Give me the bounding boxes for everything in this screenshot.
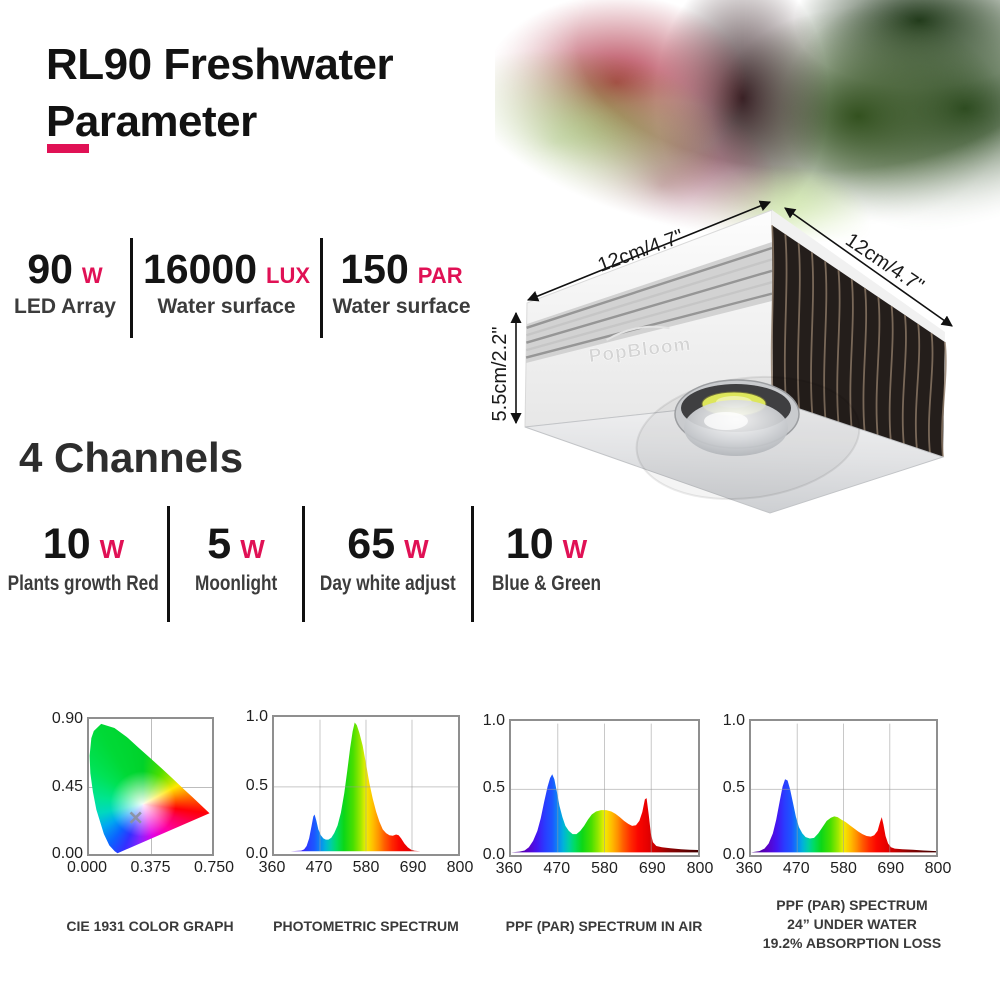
caption-cie: CIE 1931 COLOR GRAPH xyxy=(66,918,234,934)
dim-arrow-top-right xyxy=(784,207,953,327)
x-tick-label: 470 xyxy=(543,860,571,877)
y-tick-label: 0.5 xyxy=(722,779,745,796)
chart-photometric-spectrum: 0.0 0.5 1.0 360 470 580 690 800 xyxy=(246,708,474,876)
y-tick-label: 1.0 xyxy=(482,712,505,729)
x-tick-label: 580 xyxy=(591,860,618,877)
dimension-label-height: 5.5cm/2.2" xyxy=(489,326,511,422)
x-tick-label: 800 xyxy=(924,860,952,877)
chart-frame xyxy=(509,719,700,857)
caption-line: PPF (PAR) SPECTRUM xyxy=(776,897,928,913)
title-underline xyxy=(47,144,89,153)
page-title: RL90 Freshwater Parameter xyxy=(46,36,394,150)
x-tick-label: 690 xyxy=(399,859,427,876)
x-tick-label: 360 xyxy=(495,860,523,877)
spec-item-lux: 16000 LUX Water surface xyxy=(130,238,320,338)
chart-cie-1931: ✕ 0.00 0.45 0.90 0.000 0.375 0.750 xyxy=(52,710,234,876)
y-tick-label: 0.0 xyxy=(245,845,268,862)
x-tick-label: 690 xyxy=(877,860,905,877)
x-tick-label: 0.000 xyxy=(66,859,108,876)
channel-unit: W xyxy=(99,534,125,564)
fixture-bottom-face xyxy=(524,399,945,514)
lens-glass-highlight xyxy=(704,412,748,430)
x-tick-label: 580 xyxy=(830,860,857,877)
spec-item-par: 150 PAR Water surface xyxy=(320,238,480,338)
channel-value: 65 xyxy=(347,520,396,568)
channel-item-bluegreen: 10 W Blue & Green xyxy=(471,506,619,622)
y-tick-label: 0.00 xyxy=(51,845,83,862)
x-tick-label: 470 xyxy=(782,860,810,877)
channel-label: Moonlight xyxy=(194,572,278,595)
spec-row: 90 W LED Array 16000 LUX Water surface 150… xyxy=(0,238,480,338)
caption-ppf-air: PPF (PAR) SPECTRUM IN AIR xyxy=(505,918,703,934)
x-tick-label: 580 xyxy=(352,859,380,876)
channel-unit: W xyxy=(404,534,429,564)
channel-item-red: 10 W Plants growth Red xyxy=(0,506,167,622)
spec-unit: PAR xyxy=(417,263,463,288)
channel-label: Plants growth Red xyxy=(7,572,160,595)
spec-label: Water surface xyxy=(157,295,296,318)
y-tick-label: 0.90 xyxy=(51,710,83,727)
y-tick-label: 1.0 xyxy=(245,708,268,725)
spec-value: 150 xyxy=(340,246,409,292)
x-tick-label: 0.375 xyxy=(130,859,171,876)
chart-frame xyxy=(272,715,460,856)
chart-ppf-spectrum-underwater: 0.0 0.5 1.0 360 470 580 690 800 xyxy=(723,712,952,877)
channel-value: 10 xyxy=(505,520,554,568)
channel-unit: W xyxy=(240,534,265,564)
y-tick-label: 0.0 xyxy=(482,846,505,863)
dim-arrow-top-left xyxy=(526,200,772,302)
caption-line: 24” UNDER WATER xyxy=(787,916,917,932)
page-title-line2: Parameter xyxy=(46,97,257,146)
spec-value: 16000 xyxy=(142,246,257,292)
channel-label: Day white adjust xyxy=(320,572,456,595)
y-tick-label: 0.5 xyxy=(245,776,268,794)
channel-value: 10 xyxy=(42,520,91,568)
spec-unit: W xyxy=(81,263,103,288)
caption-line: 19.2% ABSORPTION LOSS xyxy=(762,935,942,951)
spec-unit: LUX xyxy=(266,263,310,288)
y-tick-label: 0.0 xyxy=(722,846,745,863)
x-tick-label: 690 xyxy=(638,860,666,877)
x-tick-label: 470 xyxy=(305,859,333,876)
y-tick-label: 0.45 xyxy=(51,777,83,795)
caption-ppf-water: PPF (PAR) SPECTRUM 24” UNDER WATER 19.2%… xyxy=(733,896,971,953)
channels-heading: 4 Channels xyxy=(19,434,244,481)
y-tick-label: 0.5 xyxy=(482,779,505,796)
chart-ppf-spectrum-air: 0.0 0.5 1.0 360 470 580 690 800 xyxy=(483,712,714,877)
channel-value: 5 xyxy=(207,520,232,568)
channel-label: Blue & Green xyxy=(491,572,602,595)
x-tick-label: 800 xyxy=(446,859,474,876)
x-tick-label: 360 xyxy=(258,859,286,876)
x-tick-label: 800 xyxy=(686,860,714,877)
x-tick-label: 0.750 xyxy=(193,859,235,876)
x-tick-label: 360 xyxy=(735,860,763,877)
spec-label: LED Array xyxy=(14,295,116,318)
spec-item-wattage: 90 W LED Array xyxy=(0,238,130,338)
y-tick-label: 1.0 xyxy=(722,712,745,729)
page-title-line1: RL90 Freshwater xyxy=(46,40,394,89)
channel-unit: W xyxy=(562,534,588,564)
channel-item-daywhite: 65 W Day white adjust xyxy=(302,506,471,622)
caption-photometric: PHOTOMETRIC SPECTRUM xyxy=(273,918,459,934)
spec-value: 90 xyxy=(27,246,73,292)
white-point-marker: ✕ xyxy=(127,808,144,830)
chart-frame: ✕ xyxy=(87,717,214,856)
spec-label: Water surface xyxy=(332,295,471,318)
led-fixture-render: PopBloom xyxy=(510,200,953,514)
chart-frame xyxy=(749,719,938,857)
